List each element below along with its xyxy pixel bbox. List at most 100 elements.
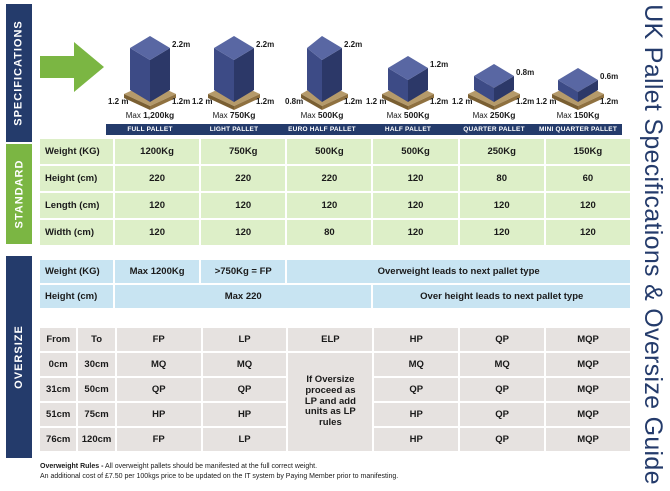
pallet-height-dim: 2.2m	[256, 40, 275, 49]
pallet-max-weight: Max 500Kg	[386, 110, 430, 120]
grid-hp: HP	[374, 428, 459, 451]
footer-rule-line2: An additional cost of £7.50 per 100kgs p…	[40, 473, 399, 480]
weight-label: Weight (KG)	[40, 260, 113, 283]
standard-cell: 120	[545, 193, 630, 218]
grid-header-cell: QP	[460, 328, 545, 351]
standard-cell: 220	[287, 166, 372, 191]
standard-row: Length (cm) 120 120 120 120 120 120	[40, 193, 630, 218]
grid-fp: QP	[116, 378, 201, 401]
grid-lp: HP	[202, 403, 287, 426]
grid-header-cell: MQP	[546, 328, 630, 351]
oversize-grid-row: 0cm 30cm MQ MQ If Oversize proceed as LP and…	[40, 353, 630, 451]
pallet-box-icon	[468, 64, 520, 110]
oversize-weight-row: Weight (KG) Max 1200Kg >750Kg = FP Overw…	[40, 260, 630, 283]
pallet-length-dim: 1.2 m	[192, 97, 213, 106]
grid-from: 31cm	[40, 378, 77, 401]
standard-row: Height (cm) 220 220 220 120 80 60	[40, 166, 630, 191]
pallet-width-dim: 1.2m	[516, 97, 535, 106]
pallet-length-dim: 1.2 m	[452, 97, 473, 106]
pallet-1: 2.2m 1.2 m 1.2m Max 1,200kg FULL PALLET	[104, 18, 196, 138]
standard-cell: 500Kg	[287, 139, 372, 164]
grid-from: 0cm	[40, 353, 77, 376]
grid-mqp: MQP	[546, 403, 630, 426]
pallet-max-weight: Max 250Kg	[472, 110, 516, 120]
oversize-grid-row: 51cm 75cm HP HP HP QP MQP	[40, 403, 630, 426]
standard-cell: 500Kg	[373, 139, 458, 164]
standard-table: Weight (KG) 1200Kg 750Kg 500Kg 500Kg 250Kg 150…	[38, 137, 632, 247]
pallet-type-label: QUARTER PALLET	[450, 124, 538, 135]
standard-cell: 120	[115, 220, 200, 245]
pallet-height-dim: 0.8m	[516, 68, 535, 77]
height-label: Height (cm)	[40, 285, 113, 308]
pallet-type-label: FULL PALLET	[106, 124, 194, 135]
pallet-height-dim: 1.2m	[430, 60, 449, 69]
standard-cell: 220	[201, 166, 286, 191]
standard-row: Weight (KG) 1200Kg 750Kg 500Kg 500Kg 250Kg 150…	[40, 139, 630, 164]
standard-row-label: Height (cm)	[40, 166, 113, 191]
standard-row-label: Width (cm)	[40, 220, 113, 245]
grid-hp: HP	[374, 403, 459, 426]
standard-cell: 150Kg	[545, 139, 630, 164]
grid-mqp: MQP	[546, 353, 630, 376]
standard-cell: 80	[287, 220, 372, 245]
standard-cell: 1200Kg	[115, 139, 200, 164]
weight-max: Max 1200Kg	[115, 260, 200, 283]
standard-cell: 120	[373, 166, 458, 191]
pallet-3: 2.2m 0.8m 1.2m Max 500Kg EURO HALF PALLET	[276, 18, 368, 138]
pallet-box-icon	[301, 36, 348, 110]
grid-lp: MQ	[202, 353, 287, 376]
grid-fp: HP	[116, 403, 201, 426]
grid-header-cell: HP	[374, 328, 459, 351]
grid-to: 50cm	[78, 378, 115, 401]
grid-mqp: MQP	[546, 378, 630, 401]
oversize-grid-row: 31cm 50cm QP QP QP QP MQP	[40, 378, 630, 401]
pallet-type-label: MINI QUARTER PALLET	[534, 124, 622, 135]
grid-header-cell: FP	[116, 328, 201, 351]
grid-qp: QP	[460, 428, 545, 451]
page-title: UK Pallet Specifications & Oversize Guid…	[638, 3, 667, 485]
grid-elp-note: If Oversize proceed as LP and add units …	[288, 353, 373, 451]
pallet-type-label: EURO HALF PALLET	[278, 124, 366, 135]
pallet-height-dim: 2.2m	[344, 40, 363, 49]
grid-qp: MQ	[460, 353, 545, 376]
standard-cell: 120	[459, 220, 544, 245]
pallet-height-dim: 2.2m	[172, 40, 191, 49]
standard-row: Width (cm) 120 120 80 120 120 120	[40, 220, 630, 245]
grid-hp: MQ	[374, 353, 459, 376]
grid-to: 30cm	[78, 353, 115, 376]
grid-hp: QP	[374, 378, 459, 401]
standard-cell: 220	[115, 166, 200, 191]
grid-header-cell: LP	[202, 328, 287, 351]
standard-cell: 120	[287, 193, 372, 218]
pallet-max-weight: Max 150Kg	[556, 110, 600, 120]
pallet-width-dim: 1.2m	[430, 97, 449, 106]
grid-fp: FP	[116, 428, 201, 451]
pallet-width-dim: 1.2m	[344, 97, 363, 106]
pallet-width-dim: 1.2m	[172, 97, 191, 106]
oversize-side-label: OVERSIZE	[6, 256, 32, 458]
arrow-right-icon	[40, 42, 104, 92]
height-max: Max 220	[115, 285, 372, 308]
standard-cell: 250Kg	[459, 139, 544, 164]
oversize-limits-table: Weight (KG) Max 1200Kg >750Kg = FP Overw…	[38, 258, 632, 310]
grid-fp: MQ	[116, 353, 201, 376]
grid-header-cell: To	[78, 328, 115, 351]
standard-cell: 120	[373, 193, 458, 218]
standard-cell: 120	[459, 193, 544, 218]
standard-side-label: STANDARD	[6, 144, 32, 244]
pallet-width-dim: 1.2m	[256, 97, 275, 106]
grid-to: 75cm	[78, 403, 115, 426]
grid-qp: QP	[460, 403, 545, 426]
grid-lp: LP	[202, 428, 287, 451]
pallet-4: 1.2m 1.2 m 1.2m Max 500Kg HALF PALLET	[362, 18, 454, 138]
standard-row-label: Length (cm)	[40, 193, 113, 218]
grid-mqp: MQP	[546, 428, 630, 451]
pallet-type-label: LIGHT PALLET	[190, 124, 278, 135]
pallet-height-dim: 0.6m	[600, 72, 619, 81]
standard-cell: 120	[373, 220, 458, 245]
weight-rule: >750Kg = FP	[201, 260, 286, 283]
pallet-box-icon	[552, 68, 604, 110]
grid-qp: QP	[460, 378, 545, 401]
oversize-grid-row: 76cm 120cm FP LP HP QP MQP	[40, 428, 630, 451]
standard-cell: 750Kg	[201, 139, 286, 164]
